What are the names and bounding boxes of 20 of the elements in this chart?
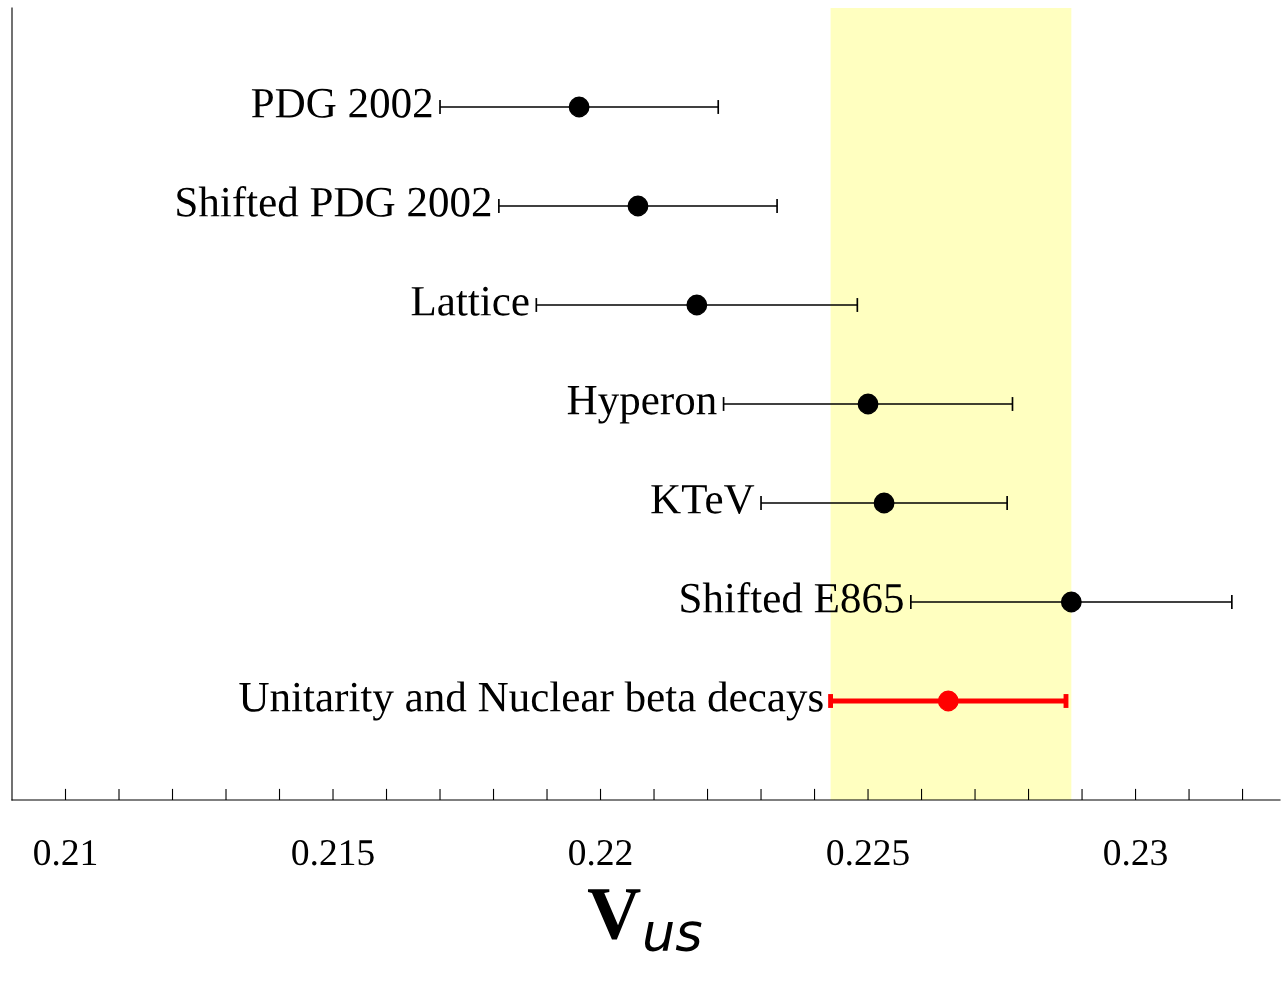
point xyxy=(1060,591,1082,613)
x-tick-label: 0.21 xyxy=(34,839,97,866)
x-axis-title: V$_{us}$ xyxy=(587,889,702,952)
point xyxy=(568,96,590,118)
x-tick-label: 0.22 xyxy=(569,839,632,866)
x-tick-label: 0.215 xyxy=(292,839,374,866)
y-tick-label: Unitarity and Nuclear beta decays xyxy=(239,681,823,721)
y-tick-label: Shifted E865 xyxy=(681,582,903,613)
point xyxy=(627,195,649,217)
y-tick-label: KTeV xyxy=(651,485,755,515)
point xyxy=(686,294,708,316)
x-tick-label: 0.225 xyxy=(827,839,909,866)
y-tick-label: Shifted PDG 2002 xyxy=(177,186,491,217)
y-tick-label: Hyperon xyxy=(567,386,717,424)
point xyxy=(873,492,895,514)
point xyxy=(937,690,959,712)
y-tick-label: PDG 2002 xyxy=(251,88,432,118)
x-tick-label: 0.23 xyxy=(1104,839,1167,866)
point xyxy=(857,393,879,415)
y-tick-label: Lattice xyxy=(411,286,529,316)
